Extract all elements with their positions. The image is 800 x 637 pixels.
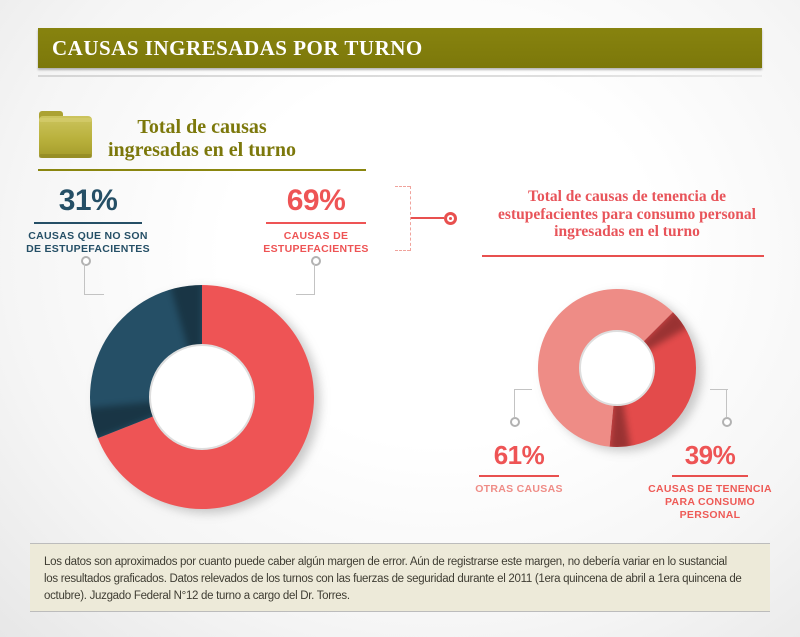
red-connector-node-icon bbox=[444, 212, 457, 225]
dashed-bracket-top bbox=[395, 186, 410, 187]
stat-underline bbox=[672, 475, 748, 477]
stat-label: CAUSAS QUE NO SON DE ESTUPEFACIENTES bbox=[26, 230, 150, 255]
dashed-bracket-side bbox=[410, 186, 411, 251]
stat-69-percent: 69% CAUSAS DE ESTUPEFACIENTES bbox=[246, 184, 386, 256]
stat-percent: 31% bbox=[58, 184, 118, 217]
stat-label: CAUSAS DE TENENCIA PARA CONSUMO PERSONAL bbox=[648, 483, 772, 521]
dashed-bracket-bottom bbox=[395, 250, 410, 251]
stat-underline bbox=[266, 222, 366, 224]
stat-label: CAUSAS DE ESTUPEFACIENTES bbox=[263, 230, 369, 255]
footer-note-box: Los datos son aproximados por cuanto pue… bbox=[30, 543, 770, 612]
connector-line bbox=[314, 264, 315, 295]
stat-39-percent: 39% CAUSAS DE TENENCIA PARA CONSUMO PERS… bbox=[640, 440, 780, 522]
red-connector-line bbox=[411, 217, 444, 219]
connector-line bbox=[514, 389, 515, 417]
stat-percent: 39% bbox=[684, 440, 736, 470]
connector-line bbox=[726, 389, 727, 417]
header-bar: CAUSAS INGRESADAS POR TURNO bbox=[38, 28, 762, 68]
stat-label: OTRAS CAUSAS bbox=[475, 483, 563, 495]
connector-line bbox=[514, 389, 532, 390]
right-title-underline bbox=[482, 255, 764, 257]
left-title-underline bbox=[38, 169, 366, 171]
connector-dot-icon bbox=[311, 256, 321, 266]
left-chart-title: Total de causas ingresadas en el turno bbox=[108, 116, 296, 161]
stat-underline bbox=[479, 475, 559, 477]
right-chart-title: Total de causas de tenencia de estupefac… bbox=[498, 188, 756, 240]
stat-underline bbox=[34, 222, 142, 224]
footer-note-text: Los datos son aproximados por cuanto pue… bbox=[44, 556, 742, 602]
connector-dot-icon bbox=[510, 417, 520, 427]
donut-chart-total-causas bbox=[90, 285, 315, 509]
folder-icon-svg bbox=[39, 111, 92, 158]
page-title: CAUSAS INGRESADAS POR TURNO bbox=[52, 35, 423, 60]
connector-dot-icon bbox=[81, 256, 91, 266]
donut-chart-tenencia bbox=[537, 288, 696, 447]
stat-percent: 69% bbox=[286, 184, 346, 217]
folder-icon bbox=[37, 110, 94, 160]
connector-dot-icon bbox=[722, 417, 732, 427]
connector-line bbox=[296, 294, 315, 295]
connector-line bbox=[84, 264, 85, 295]
stat-percent: 61% bbox=[493, 440, 545, 470]
connector-line bbox=[710, 389, 728, 390]
header-divider bbox=[38, 75, 762, 77]
stat-61-percent: 61% OTRAS CAUSAS bbox=[449, 440, 589, 496]
stat-31-percent: 31% CAUSAS QUE NO SON DE ESTUPEFACIENTES bbox=[18, 184, 158, 256]
connector-line bbox=[84, 294, 104, 295]
